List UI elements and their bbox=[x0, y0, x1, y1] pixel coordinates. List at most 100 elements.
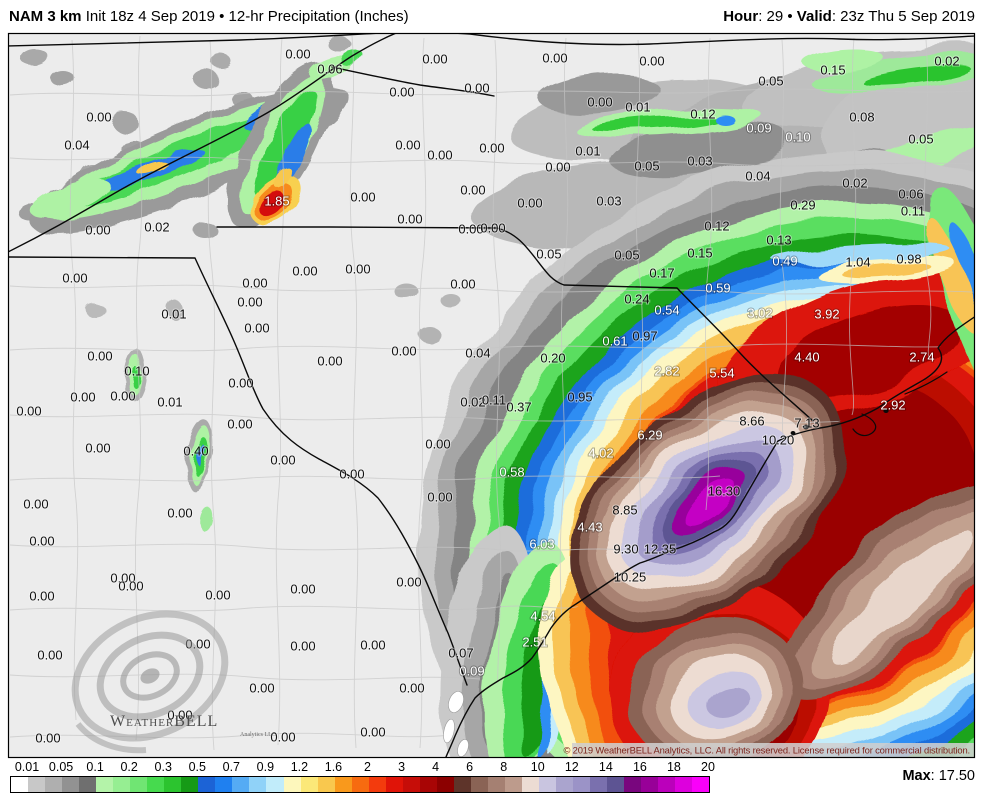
map-value-label: 5.54 bbox=[709, 366, 734, 381]
map-value-label: 0.03 bbox=[687, 154, 712, 169]
map-value-label: 0.12 bbox=[690, 107, 715, 122]
map-value-label: 0.59 bbox=[705, 281, 730, 296]
colorbar-cell bbox=[675, 777, 693, 792]
map-value-label: 4.43 bbox=[577, 520, 602, 535]
colorbar-tick: 2 bbox=[364, 760, 371, 774]
map-value-label: 0.00 bbox=[118, 579, 143, 594]
map-value-label: 0.05 bbox=[758, 74, 783, 89]
map-value-label: 0.00 bbox=[360, 725, 385, 740]
colorbar-cell bbox=[402, 777, 420, 792]
map-value-label: 0.00 bbox=[87, 349, 112, 364]
map-value-label: 0.00 bbox=[270, 730, 295, 745]
copyright-text: © 2019 WeatherBELL Analytics, LLC. All r… bbox=[563, 745, 970, 756]
map-value-label: 0.98 bbox=[896, 252, 921, 267]
weatherbell-logo: WeatherBELL Analytics LLC bbox=[71, 610, 276, 754]
map-value-label: 0.00 bbox=[85, 441, 110, 456]
map-value-label: 0.00 bbox=[85, 223, 110, 238]
map-value-label: 0.00 bbox=[270, 453, 295, 468]
colorbar-tick: 16 bbox=[632, 760, 647, 774]
map-value-label: 12.35 bbox=[644, 542, 677, 557]
map-value-label: 0.05 bbox=[536, 247, 561, 262]
map-value-label: 0.01 bbox=[575, 144, 600, 159]
colorbar-tick: 3 bbox=[398, 760, 406, 774]
map-value-label: 0.95 bbox=[567, 390, 592, 405]
map-value-label: 0.00 bbox=[350, 190, 375, 205]
county-lines bbox=[9, 35, 973, 751]
colorbar-cell bbox=[317, 777, 335, 792]
map-value-label: 0.00 bbox=[62, 271, 87, 286]
map-value-label: 1.04 bbox=[845, 255, 870, 270]
map-value-label: 0.00 bbox=[587, 95, 612, 110]
map-value-label: 8.66 bbox=[739, 414, 764, 429]
map-value-label: 0.05 bbox=[634, 159, 659, 174]
map-value-label: 0.00 bbox=[292, 264, 317, 279]
map-value-label: 0.02 bbox=[144, 220, 169, 235]
map-value-label: 0.61 bbox=[602, 334, 627, 349]
map-value-label: 0.20 bbox=[540, 351, 565, 366]
map-value-label: 0.00 bbox=[290, 639, 315, 654]
colorbar-cell bbox=[334, 777, 352, 792]
map-value-label: 0.00 bbox=[450, 277, 475, 292]
hurricane-swirl-icon bbox=[71, 610, 229, 754]
map-value-label: 0.01 bbox=[625, 100, 650, 115]
validity-info: Hour: 29 • Valid: 23z Thu 5 Sep 2019 bbox=[723, 8, 975, 25]
colorbar-cell bbox=[351, 777, 369, 792]
colorbar-tick: 0.2 bbox=[120, 760, 138, 774]
border-top bbox=[9, 34, 974, 47]
cape-hook bbox=[852, 413, 877, 437]
logo-name: WeatherBELL bbox=[110, 713, 218, 730]
colorbar-tick: 14 bbox=[598, 760, 613, 774]
border-ga-sc bbox=[9, 256, 468, 686]
map-content: 0.00 0.04 0.00 0.06 0.00 0.00 0.00 0.00 0.00 0.00… bbox=[9, 34, 974, 757]
map-value-label: 0.00 bbox=[339, 467, 364, 482]
map-value-label: 2.92 bbox=[880, 398, 905, 413]
map-value-label: 0.49 bbox=[772, 254, 797, 269]
map-value-label: 0.00 bbox=[397, 212, 422, 227]
colorbar-cell bbox=[232, 777, 250, 792]
map-value-label: 0.02 bbox=[842, 176, 867, 191]
colorbar-cell bbox=[487, 777, 505, 792]
map-value-label: 0.00 bbox=[542, 51, 567, 66]
colorbar-cell bbox=[436, 777, 454, 792]
colorbar-cell bbox=[692, 777, 710, 792]
map-value-label: 0.01 bbox=[157, 395, 182, 410]
map-value-label: 0.00 bbox=[460, 183, 485, 198]
colorbar-cell bbox=[385, 777, 403, 792]
map-value-label: 0.54 bbox=[654, 303, 679, 318]
colorbar-cell bbox=[590, 777, 608, 792]
map-value-label: 0.00 bbox=[545, 160, 570, 175]
colorbar-tick: 6 bbox=[466, 760, 474, 774]
map-value-label: 3.92 bbox=[814, 307, 839, 322]
map-value-label: 0.00 bbox=[427, 148, 452, 163]
map-value-label: 0.11 bbox=[901, 204, 925, 219]
map-value-label: 0.06 bbox=[317, 62, 342, 77]
map-value-label: 0.00 bbox=[16, 404, 41, 419]
colorbar-tick: 0.01 bbox=[14, 760, 40, 774]
state-borders bbox=[9, 34, 974, 757]
colorbar-cell bbox=[62, 777, 80, 792]
colorbar-tick: 0.05 bbox=[48, 760, 74, 774]
colorbar-cell bbox=[215, 777, 233, 792]
map-value-label: 4.02 bbox=[588, 446, 613, 461]
colorbar-tick: 0.9 bbox=[256, 760, 275, 774]
map-value-label: 0.40 bbox=[183, 444, 208, 459]
colorbar-cell bbox=[130, 777, 148, 792]
map-value-label: 0.29 bbox=[790, 198, 815, 213]
map-value-label: 0.00 bbox=[110, 389, 135, 404]
header-bar: NAM 3 km Init 18z 4 Sep 2019 • 12-hr Pre… bbox=[0, 0, 984, 32]
border-va-nc-sc bbox=[216, 226, 814, 422]
map-value-label: 0.10 bbox=[785, 130, 810, 145]
map-value-label: 0.00 bbox=[167, 708, 192, 723]
map-value-label: 2.82 bbox=[654, 364, 679, 379]
map-value-label: 0.00 bbox=[396, 575, 421, 590]
map-value-label: 4.40 bbox=[794, 350, 819, 365]
map-value-label: 0.00 bbox=[205, 588, 230, 603]
colorbar-tick: 10 bbox=[530, 760, 545, 774]
map-value-label: 0.05 bbox=[614, 248, 639, 263]
map-value-label: 0.00 bbox=[458, 222, 483, 237]
map-value-label: 0.00 bbox=[35, 731, 60, 746]
colorbar-tick: 0.3 bbox=[154, 760, 172, 774]
map-value-label: 0.00 bbox=[228, 376, 253, 391]
map-value-label: 0.97 bbox=[632, 329, 657, 344]
